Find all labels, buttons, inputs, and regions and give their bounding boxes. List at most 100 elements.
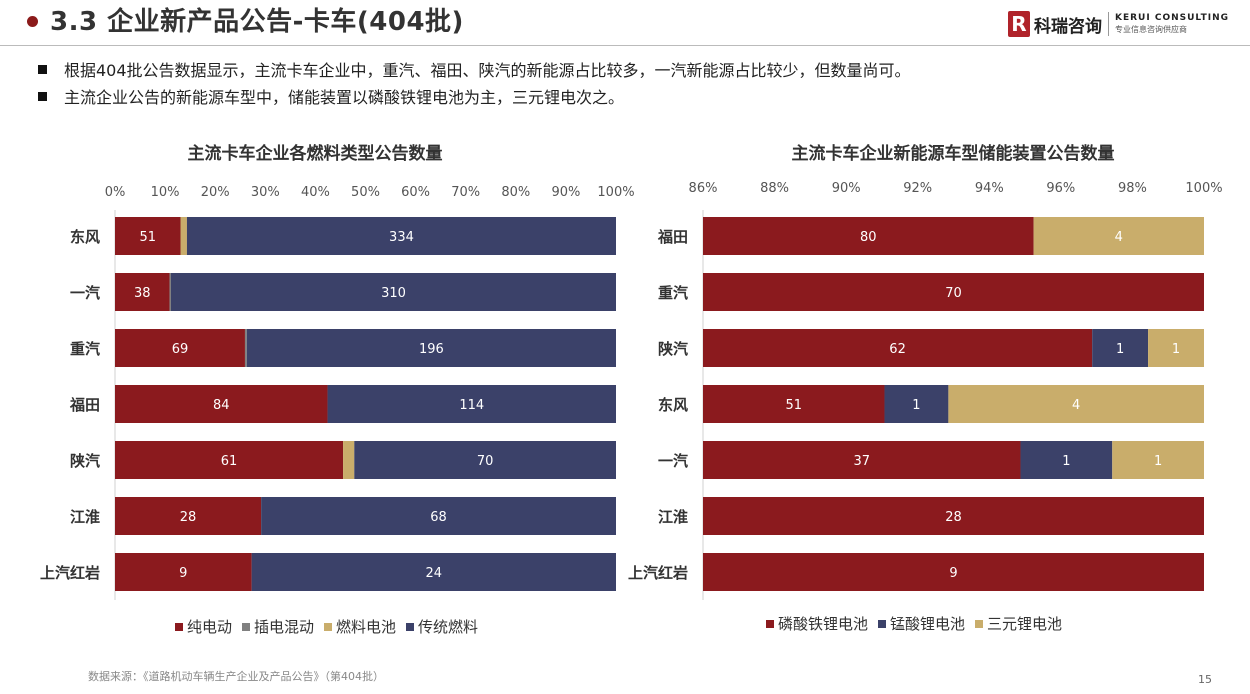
x-tick-label: 40% bbox=[301, 185, 330, 200]
category-label: 东风 bbox=[70, 228, 100, 246]
left-chart-legend: 纯电动 插电混动 燃料电池 传统燃料 bbox=[175, 616, 488, 637]
data-label: 196 bbox=[419, 342, 444, 357]
bar-segment bbox=[354, 441, 616, 479]
legend-label: 磷酸铁锂电池 bbox=[778, 615, 869, 633]
bar-segment bbox=[261, 497, 616, 535]
bar-segment bbox=[115, 329, 245, 367]
data-label: 334 bbox=[389, 230, 414, 245]
legend-label: 燃料电池 bbox=[336, 618, 397, 636]
data-label: 1 bbox=[1154, 454, 1162, 469]
x-tick-label: 90% bbox=[832, 181, 861, 196]
x-tick-label: 88% bbox=[760, 181, 789, 196]
category-label: 东风 bbox=[658, 396, 688, 414]
bar-segment bbox=[1112, 441, 1204, 479]
data-label: 9 bbox=[949, 566, 957, 581]
data-label: 69 bbox=[172, 342, 189, 357]
data-label: 1 bbox=[1062, 454, 1070, 469]
x-tick-label: 50% bbox=[351, 185, 380, 200]
page-title: 3.3 企业新产品公告-卡车(404批) bbox=[50, 7, 464, 37]
legend-item-phev: 插电混动 bbox=[242, 616, 314, 637]
x-tick-label: 10% bbox=[151, 185, 180, 200]
data-label: 1 bbox=[1116, 342, 1124, 357]
bar-segment bbox=[327, 385, 616, 423]
bar-segment bbox=[884, 385, 949, 423]
legend-label: 插电混动 bbox=[254, 618, 315, 636]
category-label: 重汽 bbox=[70, 340, 100, 358]
bar-segment bbox=[703, 329, 1093, 367]
data-label: 70 bbox=[477, 454, 494, 469]
category-label: 江淮 bbox=[658, 508, 688, 526]
bar-segment bbox=[703, 553, 1204, 591]
bar-segment bbox=[246, 329, 616, 367]
data-label: 9 bbox=[179, 566, 187, 581]
data-label: 61 bbox=[221, 454, 238, 469]
legend-swatch bbox=[175, 622, 183, 631]
brand-logo: R 科瑞咨询 KERUI CONSULTING 专业信息咨询供应商 bbox=[1008, 9, 1229, 39]
category-label: 江淮 bbox=[70, 508, 100, 526]
legend-item-bev: 纯电动 bbox=[175, 616, 232, 637]
bar-segment bbox=[115, 217, 181, 255]
category-label: 一汽 bbox=[70, 284, 100, 302]
bullet-point-1: 根据404批公告数据显示，主流卡车企业中，重汽、福田、陕汽的新能源占比较多，一汽… bbox=[38, 57, 911, 81]
x-tick-label: 70% bbox=[451, 185, 480, 200]
bullet-point-2: 主流企业公告的新能源车型中，储能装置以磷酸铁锂电池为主，三元锂电次之。 bbox=[38, 84, 624, 108]
x-tick-label: 92% bbox=[903, 181, 932, 196]
legend-swatch bbox=[242, 622, 251, 631]
bullet-text-2: 主流企业公告的新能源车型中，储能装置以磷酸铁锂电池为主，三元锂电次之。 bbox=[64, 88, 625, 107]
x-tick-label: 94% bbox=[975, 181, 1004, 196]
bar-segment bbox=[703, 217, 1034, 255]
bar-segment bbox=[115, 441, 344, 479]
data-label: 70 bbox=[945, 286, 962, 301]
x-tick-label: 96% bbox=[1046, 181, 1075, 196]
x-tick-label: 60% bbox=[401, 185, 430, 200]
logo-en-text: KERUI CONSULTING bbox=[1115, 13, 1230, 23]
x-tick-label: 100% bbox=[597, 185, 634, 200]
legend-swatch bbox=[975, 619, 984, 628]
bar-segment bbox=[1148, 329, 1204, 367]
bar-segment bbox=[251, 553, 617, 591]
legend-swatch bbox=[878, 619, 887, 628]
data-label: 37 bbox=[853, 454, 870, 469]
data-label: 1 bbox=[912, 398, 920, 413]
bar-segment bbox=[1020, 441, 1113, 479]
data-label: 51 bbox=[139, 230, 156, 245]
bar-segment bbox=[115, 273, 170, 311]
logo-tagline: 专业信息咨询供应商 bbox=[1115, 25, 1187, 34]
data-label: 51 bbox=[785, 398, 802, 413]
data-label: 4 bbox=[1072, 398, 1080, 413]
bullet-square-icon bbox=[38, 91, 47, 101]
logo-en-block: KERUI CONSULTING 专业信息咨询供应商 bbox=[1115, 13, 1229, 35]
x-tick-label: 0% bbox=[105, 185, 126, 200]
battery-type-chart: 86% 88% 90% 92% 94% 96% 98% 100% 福田 80 4 重汽 70 陕汽 62 1 1… bbox=[628, 181, 1223, 600]
data-label: 84 bbox=[213, 398, 230, 413]
bar-segment bbox=[1092, 329, 1149, 367]
data-label: 310 bbox=[381, 286, 406, 301]
bar-segment bbox=[703, 497, 1204, 535]
legend-item-lfp: 磷酸铁锂电池 bbox=[766, 613, 868, 634]
bar-segment bbox=[703, 385, 885, 423]
category-label: 一汽 bbox=[658, 452, 688, 470]
bar-segment bbox=[115, 553, 252, 591]
data-label: 4 bbox=[1115, 230, 1123, 245]
category-label: 上汽红岩 bbox=[628, 564, 688, 582]
category-label: 陕汽 bbox=[658, 340, 688, 358]
header-divider bbox=[0, 45, 1250, 46]
data-label: 62 bbox=[889, 342, 906, 357]
bar-segment bbox=[180, 217, 187, 255]
category-label: 重汽 bbox=[658, 284, 688, 302]
data-source-note: 数据来源：《道路机动车辆生产企业及产品公告》（第404批） bbox=[88, 670, 384, 683]
bar-segment bbox=[343, 441, 355, 479]
data-label: 68 bbox=[430, 510, 447, 525]
bar-segment bbox=[169, 273, 171, 311]
legend-label: 三元锂电池 bbox=[987, 615, 1063, 633]
legend-label: 纯电动 bbox=[187, 618, 233, 636]
x-tick-label: 30% bbox=[251, 185, 280, 200]
x-tick-label: 98% bbox=[1118, 181, 1147, 196]
right-chart-legend: 磷酸铁锂电池 锰酸锂电池 三元锂电池 bbox=[766, 613, 1072, 634]
bar-segment bbox=[703, 273, 1204, 311]
legend-swatch bbox=[406, 622, 415, 631]
legend-label: 传统燃料 bbox=[418, 618, 479, 636]
fuel-type-chart: 0%10%20%30%40%50%60%70%80%90%100%东风51533… bbox=[40, 185, 635, 600]
data-label: 38 bbox=[134, 286, 151, 301]
data-label: 24 bbox=[426, 566, 443, 581]
